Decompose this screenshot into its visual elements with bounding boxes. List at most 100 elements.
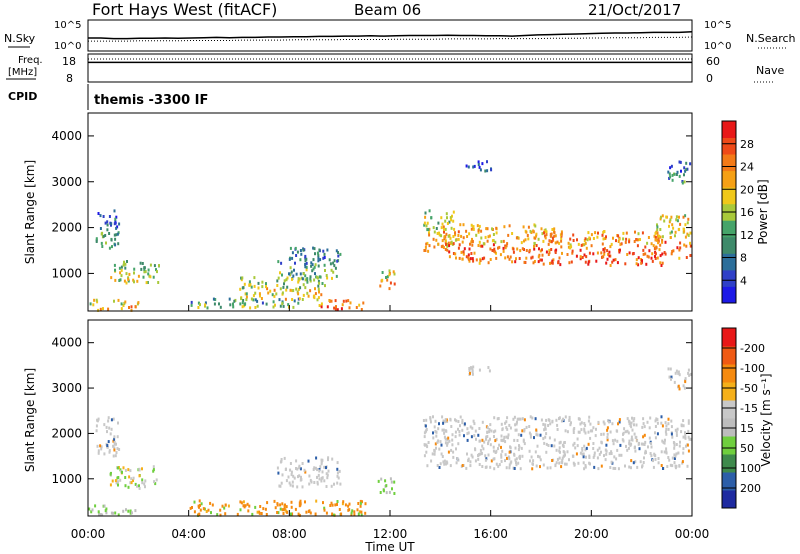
radar-cell [489,423,492,427]
radar-cell [393,480,396,484]
radar-cell [136,484,138,488]
radar-cell [241,286,244,290]
radar-cell [532,459,535,463]
radar-cell [603,247,606,251]
radar-cell [447,241,450,245]
radar-cell [533,260,536,263]
radar-cell [606,249,609,253]
radar-cell [538,253,541,257]
radar-cell [673,443,676,447]
radar-cell [592,447,595,450]
radar-cell [197,513,200,517]
radar-cell [541,253,544,257]
radar-cell [539,433,542,437]
radar-cell [360,513,363,517]
radar-cell [117,421,119,425]
radar-cell [290,270,293,274]
radar-cell [239,508,242,512]
radar-cell [601,255,604,259]
radar-cell [568,418,571,422]
radar-cell [525,230,528,234]
radar-cell [102,215,105,218]
radar-cell [628,251,631,255]
radar-cell [280,459,283,463]
radar-cell [116,466,119,470]
radar-cell [636,465,639,469]
radar-cell [688,437,691,441]
radar-cell [423,435,426,439]
radar-cell [477,454,480,458]
radar-cell [327,458,329,462]
radar-cell [282,508,285,512]
radar-cell [224,512,227,516]
radar-cell [465,255,468,259]
radar-cell [113,263,116,267]
radar-cell [521,429,524,433]
radar-cell [381,271,384,274]
radar-cell [316,298,319,302]
radar-cell [389,477,392,481]
radar-cell [521,247,524,251]
radar-cell [683,173,685,177]
radar-cell [661,424,664,428]
radar-cell [683,243,686,247]
radar-cell [652,459,654,463]
colorbar-tick-label: 15 [740,422,754,435]
radar-cell [250,285,253,289]
radar-cell [501,427,504,431]
radar-cell [649,452,652,455]
radar-cell [648,249,651,253]
radar-cell [334,266,337,270]
radar-cell [475,233,478,237]
radar-cell [492,449,495,453]
radar-cell [281,502,284,506]
radar-cell [274,506,277,510]
radar-cell [323,508,326,512]
radar-cell [550,261,553,265]
radar-cell [430,459,433,463]
radar-cell [436,440,439,444]
radar-cell [575,452,578,456]
radar-cell [360,510,363,514]
radar-cell [579,422,582,426]
radar-cell [314,272,316,276]
radar-cell [313,278,316,282]
radar-cell [313,466,316,470]
radar-cell [472,419,475,423]
radar-cell [291,251,294,255]
radar-cell [289,246,292,250]
radar-cell [120,265,123,269]
radar-cell [118,279,121,282]
radar-cell [446,420,449,423]
radar-cell [314,287,316,291]
radar-cell [587,231,590,235]
radar-cell [261,280,264,284]
radar-cell [663,219,666,223]
radar-cell [673,441,676,445]
radar-cell [454,430,457,434]
radar-cell [130,305,133,309]
radar-cell [483,440,486,444]
radar-cell [513,438,516,442]
radar-cell [543,231,545,235]
radar-cell [362,301,365,305]
radar-cell [300,475,302,479]
radar-cell [585,246,588,250]
radar-cell [467,253,470,257]
radar-cell [136,279,139,283]
radar-cell [492,457,495,461]
radar-cell [657,461,660,465]
radar-cell [610,242,613,246]
radar-cell [680,430,683,434]
radar-cell [664,421,667,425]
radar-cell [325,472,328,476]
radar-cell [351,509,354,513]
radar-cell [560,460,563,464]
radar-cell [585,455,587,459]
radar-cell [660,264,663,267]
power-cbar-label: Power [dB] [756,179,770,244]
radar-cell [467,431,470,435]
radar-cell [655,246,658,250]
radar-cell [684,431,686,435]
radar-cell [603,250,606,254]
